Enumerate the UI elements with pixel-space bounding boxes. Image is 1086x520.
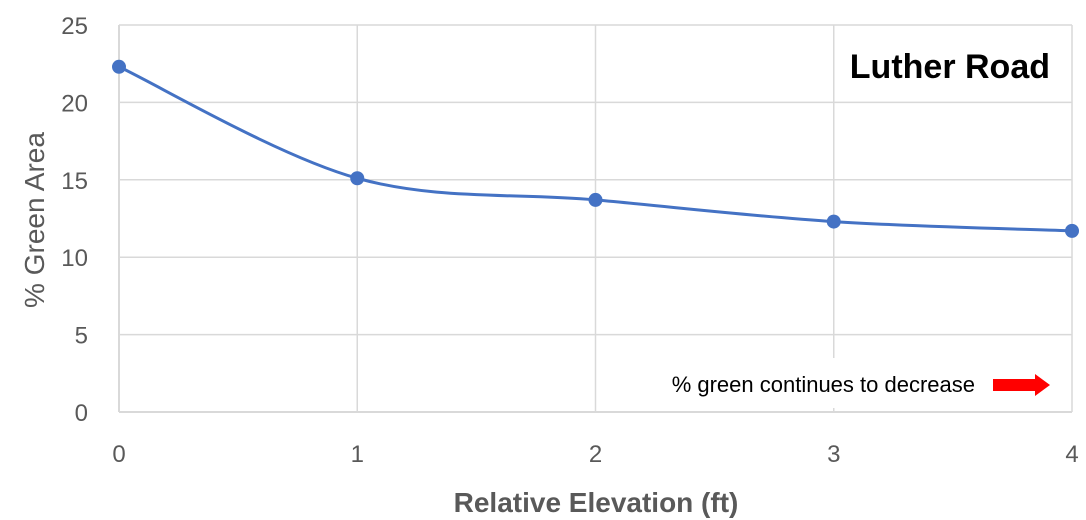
x-axis-title: Relative Elevation (ft)	[454, 487, 739, 518]
data-point	[350, 171, 365, 186]
series-layer	[112, 59, 1079, 238]
annotation-background	[622, 358, 1062, 408]
y-tick-label: 0	[75, 400, 88, 427]
arrow-right-icon	[993, 374, 1050, 396]
x-tick-label: 2	[589, 441, 602, 468]
y-tick-label: 5	[75, 323, 88, 350]
tick-labels: 0 5 10 15 20 25 0 1 2 3 4	[61, 13, 1078, 468]
x-tick-label: 0	[112, 441, 125, 468]
y-tick-label: 25	[61, 13, 88, 40]
chart-title: Luther Road	[850, 48, 1050, 86]
grid	[119, 24, 1073, 412]
y-axis-title: % Green Area	[19, 132, 50, 308]
data-point	[588, 192, 603, 207]
x-tick-label: 3	[827, 441, 840, 468]
y-tick-label: 15	[61, 168, 88, 195]
data-point	[1065, 223, 1079, 238]
x-tick-label: 1	[351, 441, 364, 468]
y-tick-label: 20	[61, 90, 88, 117]
annotation-text: % green continues to decrease	[672, 372, 975, 397]
axes	[118, 25, 1072, 413]
x-tick-label: 4	[1065, 441, 1078, 468]
y-tick-label: 10	[61, 245, 88, 272]
data-point	[112, 59, 126, 74]
data-point	[826, 214, 841, 229]
